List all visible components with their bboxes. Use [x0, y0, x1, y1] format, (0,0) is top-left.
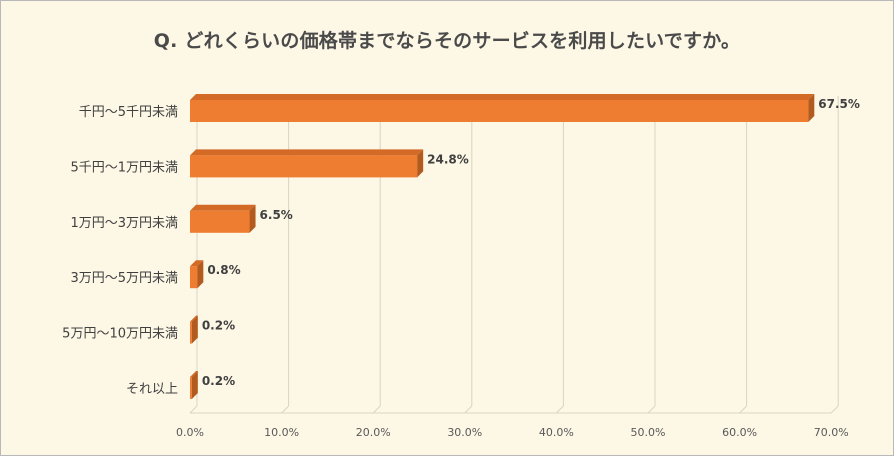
bar — [190, 321, 192, 344]
bar-side — [197, 260, 204, 289]
category-label: 1万円～3万円未満 — [70, 216, 178, 231]
bar-side — [808, 94, 815, 122]
gridline-floor — [830, 405, 839, 414]
bar — [190, 210, 250, 233]
x-tick-label: 70.0% — [814, 426, 849, 439]
bar-top — [190, 315, 198, 322]
category-label: 5千円～1万円未満 — [70, 160, 178, 175]
x-tick-label: 50.0% — [631, 426, 666, 439]
x-tick-label: 40.0% — [539, 426, 574, 439]
gridline-floor — [647, 405, 656, 414]
data-label: 0.8% — [207, 263, 240, 277]
bar-top — [190, 260, 204, 267]
bar — [190, 100, 809, 122]
data-label: 0.2% — [202, 319, 235, 333]
bar-top — [190, 371, 198, 377]
gridline-floor — [372, 405, 381, 414]
x-tick-label: 20.0% — [356, 426, 391, 439]
chart-title: Q. どれくらいの価格帯までならそのサービスを利用したいですか。 — [153, 30, 741, 52]
category-label: 3万円～5万円未満 — [70, 271, 178, 286]
x-axis-ticks: 0.0% 10.0% 20.0% 30.0% 40.0% 50.0% 60.0% 70.0% — [176, 426, 849, 439]
data-label: 67.5% — [818, 97, 860, 111]
bar-top — [190, 204, 256, 211]
data-labels: 67.5% 24.8% 6.5% 0.8% 0.2% 0.2% — [202, 97, 860, 388]
x-tick-label: 0.0% — [176, 426, 204, 439]
bar-side — [417, 149, 424, 178]
bar-top — [190, 94, 815, 100]
bar — [190, 266, 198, 289]
category-label: 5万円～10万円未満 — [62, 327, 178, 342]
bar-top — [190, 149, 424, 156]
bar — [190, 155, 418, 178]
x-tick-label: 60.0% — [722, 426, 757, 439]
bar — [190, 377, 192, 399]
gridlines — [189, 96, 839, 414]
data-label: 24.8% — [427, 152, 469, 166]
gridline-floor — [464, 405, 473, 414]
data-label: 6.5% — [260, 208, 293, 222]
bars — [190, 94, 815, 399]
gridline-floor — [739, 405, 747, 414]
bar-side — [249, 204, 256, 233]
category-label: 千円～5千円未満 — [79, 105, 178, 120]
y-axis-categories: 千円～5千円未満 5千円～1万円未満 1万円～3万円未満 3万円～5万円未満 5万円～1… — [62, 105, 178, 397]
bar-side — [191, 315, 198, 344]
gridline-floor — [189, 405, 198, 414]
gridline-floor — [556, 405, 564, 414]
x-tick-label: 30.0% — [447, 426, 482, 439]
x-tick-label: 10.0% — [264, 426, 299, 439]
data-label: 0.2% — [202, 374, 235, 388]
gridline-floor — [281, 405, 289, 414]
bar-side — [191, 371, 198, 399]
category-label: それ以上 — [126, 382, 178, 397]
